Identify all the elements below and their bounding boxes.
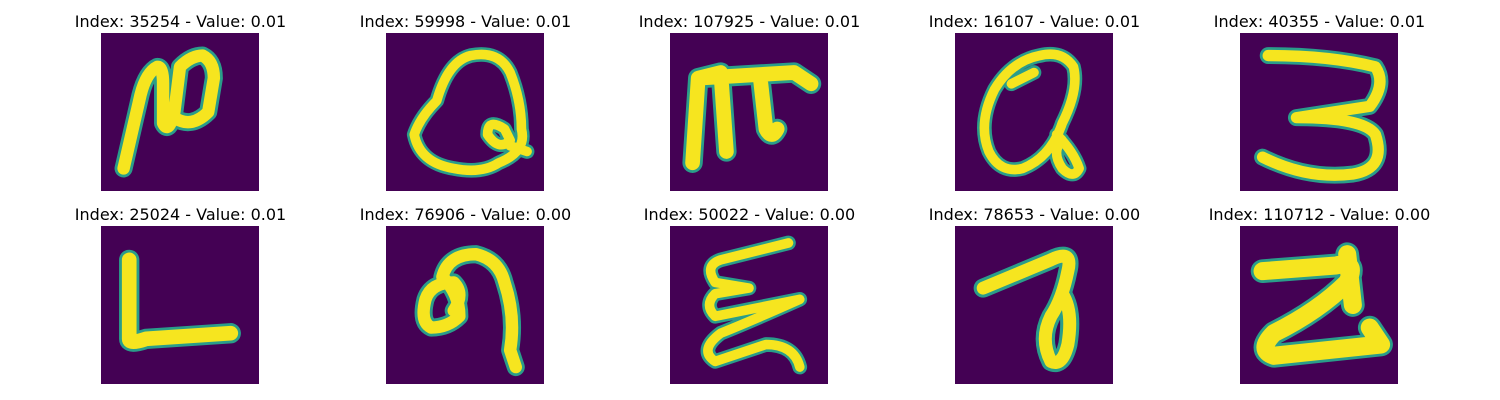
glyph-image [955, 226, 1113, 384]
panel-4: Index: 16107 - Value: 0.01 [892, 12, 1177, 202]
glyph-image [670, 226, 828, 384]
glyph-image [101, 226, 259, 384]
panel-8: Index: 50022 - Value: 0.00 [607, 205, 892, 395]
panel-title: Index: 59998 - Value: 0.01 [323, 12, 608, 31]
panel-title: Index: 76906 - Value: 0.00 [323, 205, 608, 224]
glyph-image [1240, 226, 1398, 384]
panel-7: Index: 76906 - Value: 0.00 [323, 205, 608, 395]
glyph-image [101, 33, 259, 191]
glyph-image [386, 33, 544, 191]
panel-9: Index: 78653 - Value: 0.00 [892, 205, 1177, 395]
panel-title: Index: 40355 - Value: 0.01 [1177, 12, 1462, 31]
panel-title: Index: 35254 - Value: 0.01 [38, 12, 323, 31]
panel-title: Index: 110712 - Value: 0.00 [1177, 205, 1462, 224]
glyph-image [1240, 33, 1398, 191]
panel-title: Index: 107925 - Value: 0.01 [607, 12, 892, 31]
panel-1: Index: 35254 - Value: 0.01 [38, 12, 323, 202]
panel-title: Index: 50022 - Value: 0.00 [607, 205, 892, 224]
panel-5: Index: 40355 - Value: 0.01 [1177, 12, 1462, 202]
panel-title: Index: 78653 - Value: 0.00 [892, 205, 1177, 224]
panel-6: Index: 25024 - Value: 0.01 [38, 205, 323, 395]
panel-title: Index: 16107 - Value: 0.01 [892, 12, 1177, 31]
panel-2: Index: 59998 - Value: 0.01 [323, 12, 608, 202]
glyph-image [955, 33, 1113, 191]
glyph-image [386, 226, 544, 384]
panel-3: Index: 107925 - Value: 0.01 [607, 12, 892, 202]
panel-title: Index: 25024 - Value: 0.01 [38, 205, 323, 224]
glyph-image [670, 33, 828, 191]
panel-10: Index: 110712 - Value: 0.00 [1177, 205, 1462, 395]
